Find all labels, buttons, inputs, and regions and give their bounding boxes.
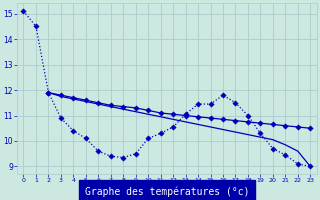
X-axis label: Graphe des températures (°c): Graphe des températures (°c) bbox=[85, 186, 249, 197]
